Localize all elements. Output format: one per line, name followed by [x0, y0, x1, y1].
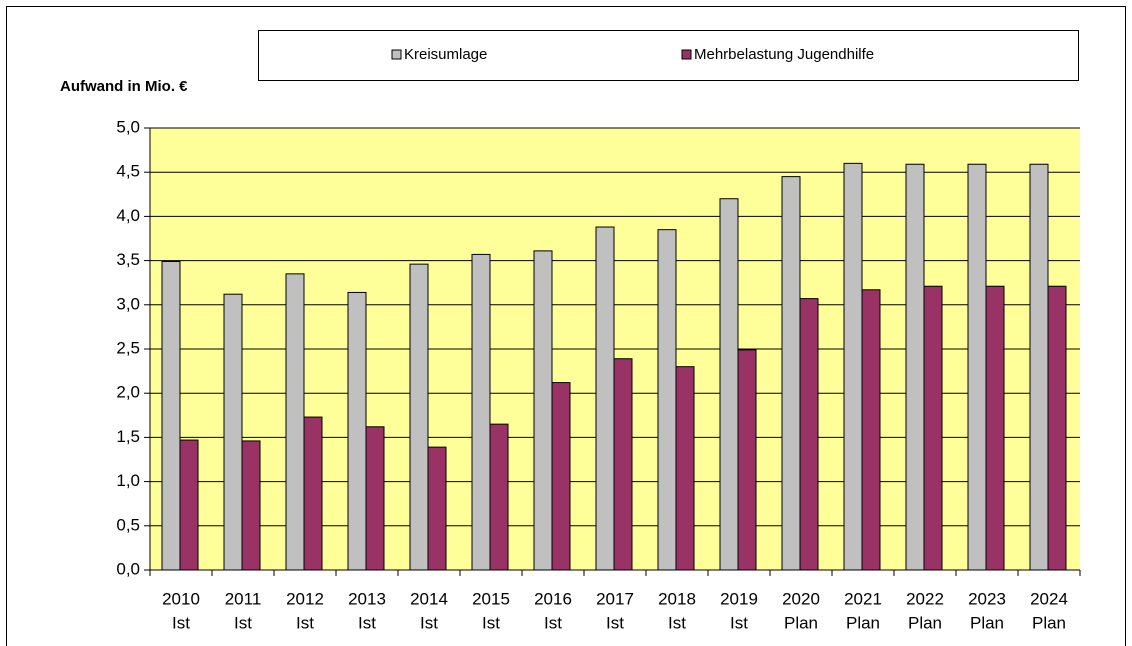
y-tick-label: 4,0	[116, 206, 140, 225]
legend-swatch	[391, 49, 402, 60]
x-tick-label: Ist	[730, 613, 748, 632]
x-tick-label: 2018	[658, 589, 696, 608]
bar	[613, 358, 633, 571]
y-tick-label: 2,5	[116, 338, 140, 357]
y-tick-label: 3,0	[116, 294, 140, 313]
x-tick-label: Plan	[784, 613, 818, 632]
bar	[1029, 163, 1049, 571]
x-tick-label: Ist	[234, 613, 252, 632]
y-tick-label: 2,0	[116, 383, 140, 402]
bar	[223, 293, 243, 571]
bar	[781, 176, 801, 571]
legend-swatch	[681, 49, 692, 60]
x-tick-label: Ist	[420, 613, 438, 632]
bar	[923, 285, 943, 571]
bar	[799, 298, 819, 571]
legend-box	[258, 30, 1079, 81]
bar	[427, 446, 447, 571]
x-tick-label: 2019	[720, 589, 758, 608]
x-tick-label: 2022	[906, 589, 944, 608]
bar	[861, 289, 881, 571]
x-tick-label: Plan	[1032, 613, 1066, 632]
x-tick-label: 2013	[348, 589, 386, 608]
legend-label: Kreisumlage	[404, 46, 487, 63]
bar	[179, 439, 199, 571]
bar	[985, 285, 1005, 571]
bar	[1047, 285, 1067, 571]
x-tick-label: Ist	[296, 613, 314, 632]
bar	[905, 163, 925, 571]
bar	[161, 260, 181, 571]
bar	[489, 423, 509, 571]
bar	[533, 250, 553, 571]
bar	[657, 229, 677, 571]
bar	[303, 416, 323, 571]
x-tick-label: 2012	[286, 589, 324, 608]
bar	[967, 163, 987, 571]
bar	[595, 226, 615, 571]
y-axis-title: Aufwand in Mio. €	[60, 78, 188, 95]
bar	[675, 366, 695, 571]
x-tick-label: Ist	[544, 613, 562, 632]
bar	[719, 198, 739, 571]
bar	[843, 162, 863, 571]
x-tick-label: Plan	[908, 613, 942, 632]
bar	[737, 349, 757, 571]
x-tick-label: Plan	[970, 613, 1004, 632]
x-tick-label: 2021	[844, 589, 882, 608]
bar	[241, 440, 261, 571]
x-tick-label: 2023	[968, 589, 1006, 608]
y-tick-label: 0,0	[116, 559, 140, 578]
x-tick-label: Plan	[846, 613, 880, 632]
bar	[285, 273, 305, 571]
x-tick-label: Ist	[358, 613, 376, 632]
x-tick-label: Ist	[668, 613, 686, 632]
x-tick-label: Ist	[482, 613, 500, 632]
y-tick-label: 1,0	[116, 471, 140, 490]
bar	[347, 291, 367, 571]
x-tick-label: 2016	[534, 589, 572, 608]
y-tick-label: 1,5	[116, 427, 140, 446]
x-tick-label: 2020	[782, 589, 820, 608]
bar	[365, 426, 385, 571]
bar	[551, 382, 571, 571]
y-tick-label: 0,5	[116, 515, 140, 534]
y-tick-label: 3,5	[116, 250, 140, 269]
x-tick-label: Ist	[172, 613, 190, 632]
x-tick-label: 2014	[410, 589, 448, 608]
x-tick-label: 2017	[596, 589, 634, 608]
x-tick-label: 2011	[225, 589, 262, 608]
x-tick-label: Ist	[606, 613, 624, 632]
bar	[471, 253, 491, 571]
bar	[409, 263, 429, 571]
y-tick-label: 5,0	[116, 117, 140, 136]
legend-label: Mehrbelastung Jugendhilfe	[694, 46, 874, 63]
x-tick-label: 2010	[162, 589, 200, 608]
x-tick-label: 2024	[1030, 589, 1068, 608]
x-tick-label: 2015	[472, 589, 510, 608]
y-tick-label: 4,5	[116, 162, 140, 181]
chart-frame	[6, 6, 1126, 646]
